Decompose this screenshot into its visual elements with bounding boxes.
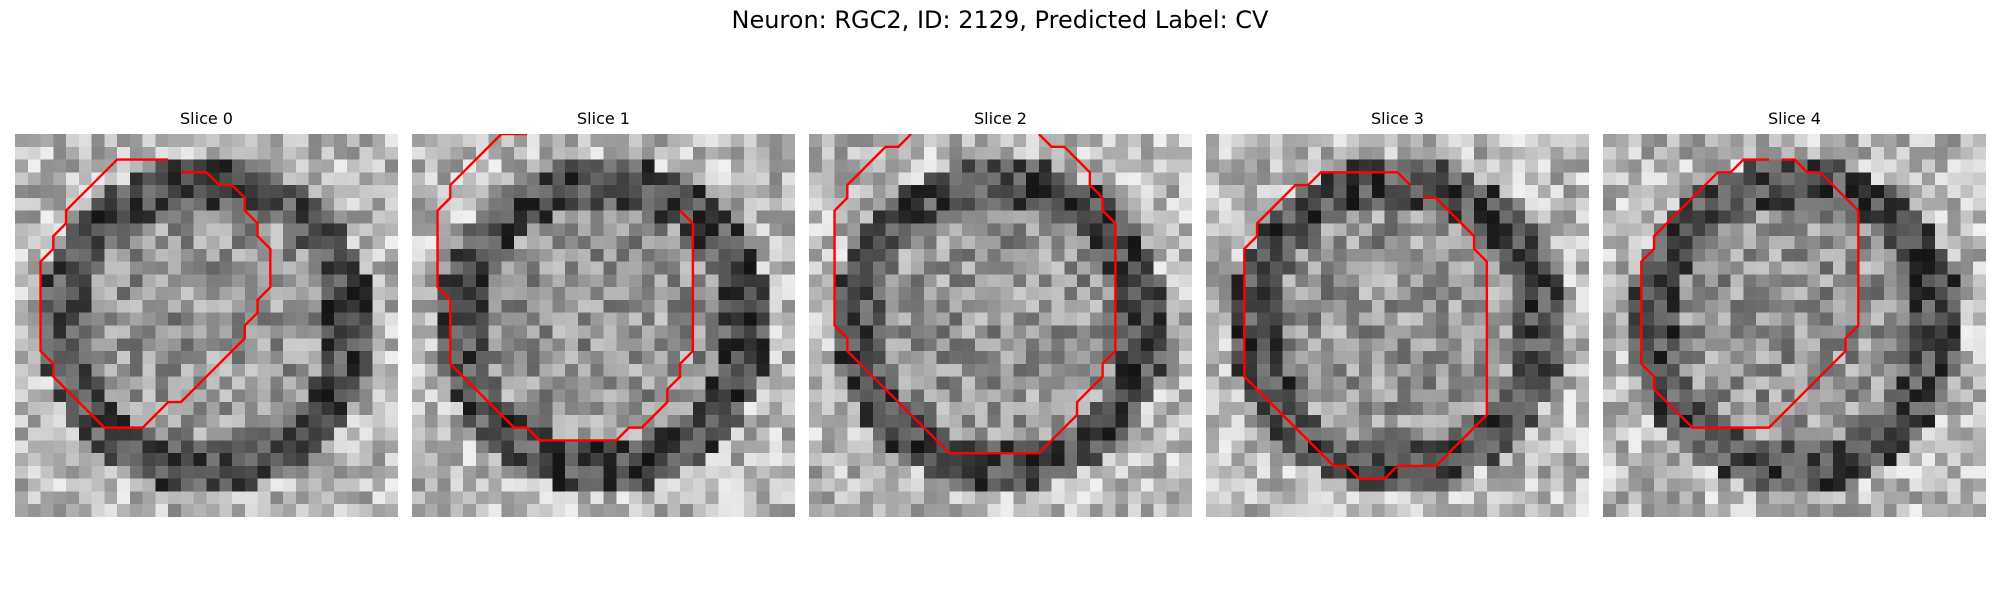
contour-line-3 — [1244, 172, 1487, 478]
slice-panel-3: Slice 3 — [1206, 106, 1589, 518]
contour-line-2 — [835, 134, 1116, 453]
slice-overlay-0 — [15, 134, 398, 517]
slice-title-3: Slice 3 — [1371, 109, 1424, 128]
figure-title: Neuron: RGC2, ID: 2129, Predicted Label:… — [731, 6, 1269, 34]
slice-title-1: Slice 1 — [577, 109, 630, 128]
contour-line-4 — [1641, 160, 1858, 428]
slice-title-4: Slice 4 — [1768, 109, 1821, 128]
slice-panel-2: Slice 2 — [809, 106, 1192, 518]
contour-line-0 — [41, 160, 271, 428]
slice-panel-1: Slice 1 — [412, 106, 795, 518]
slice-overlay-1 — [412, 134, 795, 517]
contour-line-1 — [438, 134, 693, 440]
slice-overlay-2 — [809, 134, 1192, 517]
slice-image-3 — [1206, 134, 1589, 517]
slice-image-1 — [412, 134, 795, 517]
slice-panel-0: Slice 0 — [15, 106, 398, 518]
slice-overlay-3 — [1206, 134, 1589, 517]
slice-image-4 — [1603, 134, 1986, 517]
slice-panel-4: Slice 4 — [1603, 106, 1986, 518]
slice-title-2: Slice 2 — [974, 109, 1027, 128]
slice-overlay-4 — [1603, 134, 1986, 517]
slice-title-0: Slice 0 — [180, 109, 233, 128]
